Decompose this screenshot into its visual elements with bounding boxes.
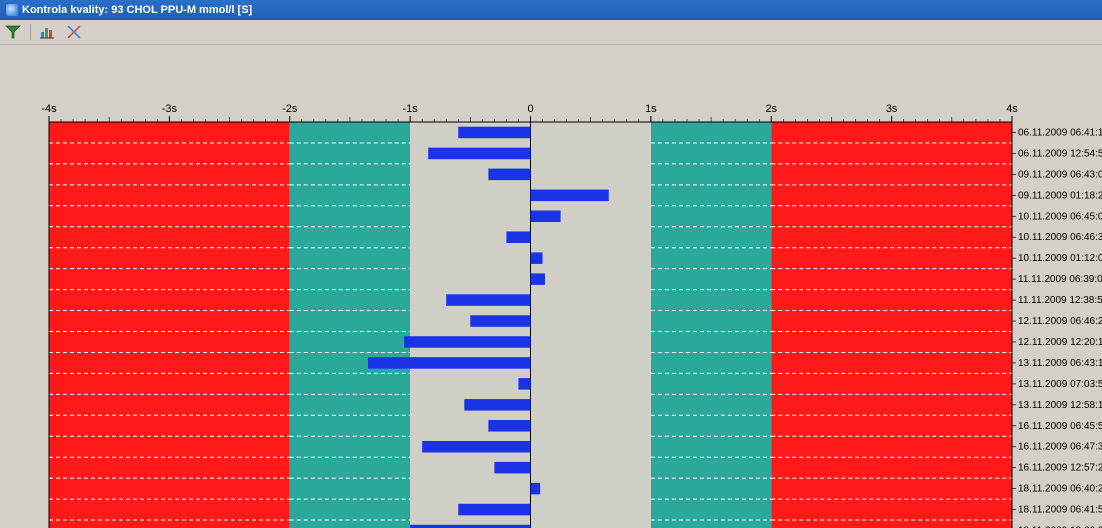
- svg-text:0: 0: [527, 103, 533, 115]
- filter-icon: [5, 24, 21, 40]
- svg-text:16.11.2009 06:45:53: 16.11.2009 06:45:53: [1018, 421, 1102, 432]
- toolbar: [0, 20, 1102, 45]
- svg-text:1s: 1s: [645, 103, 657, 115]
- qc-chart: 06.11.2009 06:41:16 06.11.2009 12:54:57 09…: [0, 49, 1102, 528]
- svg-text:12.11.2009 12:20:14: 12.11.2009 12:20:14: [1018, 337, 1102, 348]
- svg-text:-2s: -2s: [282, 103, 298, 115]
- svg-text:13.11.2009 06:43:19: 13.11.2009 06:43:19: [1018, 358, 1102, 369]
- svg-text:10.11.2009 06:46:35: 10.11.2009 06:46:35: [1018, 232, 1102, 243]
- svg-text:-4s: -4s: [41, 103, 57, 115]
- svg-text:11.11.2009 12:38:54: 11.11.2009 12:38:54: [1018, 295, 1102, 306]
- svg-text:18.11.2009 06:40:29: 18.11.2009 06:40:29: [1018, 484, 1102, 495]
- toolbar-separator: [30, 24, 31, 40]
- svg-text:09.11.2009 06:43:05: 09.11.2009 06:43:05: [1018, 169, 1102, 180]
- svg-text:16.11.2009 12:57:24: 16.11.2009 12:57:24: [1018, 463, 1102, 474]
- svg-text:13.11.2009 07:03:59: 13.11.2009 07:03:59: [1018, 379, 1102, 390]
- svg-text:09.11.2009 01:18:22: 09.11.2009 01:18:22: [1018, 190, 1102, 201]
- svg-text:-3s: -3s: [162, 103, 178, 115]
- svg-text:3s: 3s: [886, 103, 898, 115]
- svg-text:12.11.2009 06:46:26: 12.11.2009 06:46:26: [1018, 316, 1102, 327]
- svg-text:-1s: -1s: [402, 103, 418, 115]
- svg-text:18.11.2009 06:41:59: 18.11.2009 06:41:59: [1018, 505, 1102, 516]
- svg-text:10.11.2009 01:12:04: 10.11.2009 01:12:04: [1018, 253, 1102, 264]
- chart-area: 06.11.2009 06:41:16 06.11.2009 12:54:57 09…: [0, 49, 1102, 528]
- svg-text:06.11.2009 12:54:57: 06.11.2009 12:54:57: [1018, 148, 1102, 159]
- svg-text:06.11.2009 06:41:16: 06.11.2009 06:41:16: [1018, 127, 1102, 138]
- chart-type-button[interactable]: [39, 23, 57, 41]
- chart-icon: [40, 24, 56, 40]
- svg-text:10.11.2009 06:45:01: 10.11.2009 06:45:01: [1018, 211, 1102, 222]
- svg-text:4s: 4s: [1006, 103, 1018, 115]
- window-title: Kontrola kvality: 93 CHOL PPU-M mmol/l […: [22, 0, 252, 20]
- svg-text:16.11.2009 06:47:36: 16.11.2009 06:47:36: [1018, 442, 1102, 453]
- title-bar: Kontrola kvality: 93 CHOL PPU-M mmol/l […: [0, 0, 1102, 20]
- svg-text:2s: 2s: [765, 103, 777, 115]
- svg-text:11.11.2009 06:39:01: 11.11.2009 06:39:01: [1018, 274, 1102, 285]
- marker-button[interactable]: [65, 23, 83, 41]
- filter-button[interactable]: [4, 23, 22, 41]
- marker-icon: [66, 24, 82, 40]
- svg-text:13.11.2009 12:58:12: 13.11.2009 12:58:12: [1018, 400, 1102, 411]
- app-icon: [6, 4, 18, 16]
